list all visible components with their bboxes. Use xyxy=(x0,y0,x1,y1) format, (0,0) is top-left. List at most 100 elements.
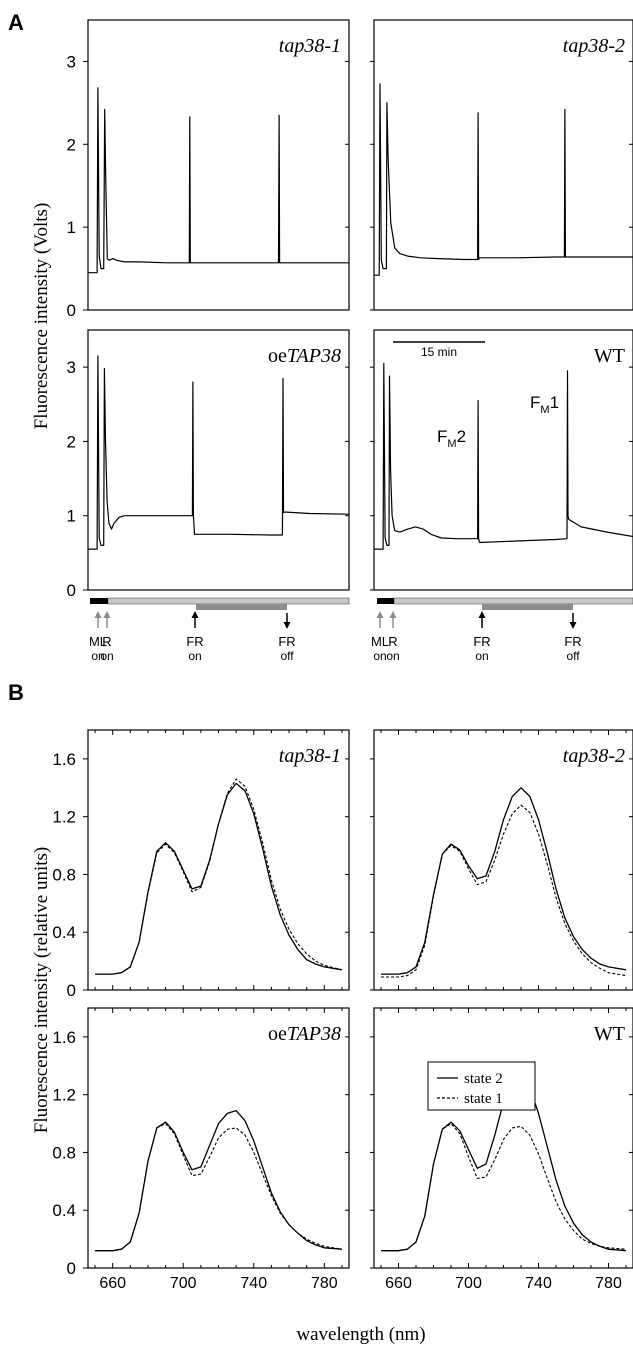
plot-frame xyxy=(373,1007,633,1269)
y-tick-label: 0.4 xyxy=(52,923,76,942)
fluorescence-trace xyxy=(374,362,633,550)
y-tick-label: 1.2 xyxy=(52,808,76,827)
panel-b-ylabel: Fluorescence intensity (relative units) xyxy=(31,847,52,1134)
panel-b-xlabel: wavelength (nm) xyxy=(296,1324,425,1345)
far-red-bar xyxy=(482,604,573,610)
legend-state1: state 1 xyxy=(464,1091,503,1107)
fm1-main: F xyxy=(530,393,540,412)
y-tick-label: 0.8 xyxy=(52,865,76,884)
x-tick-label: 740 xyxy=(525,1275,552,1292)
chart-panel-4: WT xyxy=(370,329,633,591)
panel-title: oeTAP38 xyxy=(268,1023,341,1045)
panel-title-italic: tap38-2 xyxy=(563,745,625,767)
red-light-bar xyxy=(107,597,350,605)
panel-title-italic: tap38-1 xyxy=(279,35,341,57)
event-label-top: FR xyxy=(564,634,581,649)
panel-a-letter: A xyxy=(8,10,24,35)
series-state-2 xyxy=(95,782,343,975)
chart-panel-3: 0 1 2 3 oeTAP38 xyxy=(67,329,350,600)
dark-bar xyxy=(90,598,108,604)
panel-title-prefix: oe xyxy=(268,345,287,367)
panel-title: WT xyxy=(594,1023,625,1045)
arrowhead-up-icon xyxy=(376,611,384,618)
chart-panel-2: tap38-2 xyxy=(370,19,633,311)
panel-title-italic: tap38-2 xyxy=(563,35,625,57)
y-tick-label: 3 xyxy=(67,358,76,377)
chart-panel-8: 660 700 740 780 WT xyxy=(370,1007,633,1292)
event-label-top: ML xyxy=(371,634,389,649)
event-label-top: R xyxy=(388,634,397,649)
arrowhead-down-icon xyxy=(283,622,291,629)
y-tick-label: 1 xyxy=(67,218,76,237)
plot-frame xyxy=(373,19,633,311)
plot-frame xyxy=(373,329,633,591)
y-tick-label: 2 xyxy=(67,432,76,451)
panel-title-italic: TAP38 xyxy=(287,345,341,367)
fm1-num: 1 xyxy=(550,393,559,412)
event-label-bottom: on xyxy=(100,649,113,663)
x-tick-label: 780 xyxy=(595,1275,622,1292)
panel-title: tap38-1 xyxy=(279,35,341,57)
svg-text:FM2: FM2 xyxy=(437,427,466,450)
event-label-bottom: on xyxy=(386,649,399,663)
event-label-bottom: on xyxy=(373,649,386,663)
y-tick-label: 0 xyxy=(67,301,76,320)
fm1-sub: M xyxy=(540,404,549,416)
y-tick-label: 0 xyxy=(67,1259,76,1278)
event-label-bottom: off xyxy=(280,649,294,663)
x-tick-label: 700 xyxy=(455,1275,482,1292)
far-red-bar xyxy=(196,604,287,610)
panel-title: WT xyxy=(594,345,625,367)
y-tick-label: 1 xyxy=(67,507,76,526)
event-label-top: FR xyxy=(186,634,203,649)
fm2-sub: M xyxy=(447,438,456,450)
dark-bar xyxy=(377,598,394,604)
event-label-bottom: on xyxy=(188,649,201,663)
y-tick-label: 1.6 xyxy=(52,1028,76,1047)
red-light-bar xyxy=(393,597,633,605)
fluorescence-trace xyxy=(88,355,350,550)
y-tick-label: 0 xyxy=(67,581,76,600)
series-state-1 xyxy=(95,1123,342,1252)
panel-title: tap38-1 xyxy=(279,745,341,767)
chart-panels: 0 1 2 3 tap38-1 tap38-2 0 1 2 3 oeTAP38 WT 0 0.4 0.8 1.… xyxy=(52,19,633,1292)
y-tick-label: 0.8 xyxy=(52,1143,76,1162)
chart-panel-1: 0 1 2 3 tap38-1 xyxy=(67,19,350,320)
scale-bar: 15 min xyxy=(393,341,485,359)
arrowhead-up-icon xyxy=(478,611,486,618)
event-r-on: Ron xyxy=(100,611,114,663)
legend-box xyxy=(427,1061,536,1111)
panel-title-italic: tap38-1 xyxy=(279,745,341,767)
panel-title: tap38-2 xyxy=(563,35,625,57)
panel-title-prefix: WT xyxy=(594,1023,625,1045)
chart-panel-7: 0 0.4 0.8 1.2 1.6 660 700 740 780 oeTAP38 xyxy=(52,1007,350,1292)
y-tick-label: 3 xyxy=(67,52,76,71)
plot-frame xyxy=(87,729,350,991)
event-label-top: FR xyxy=(473,634,490,649)
panel-b-letter: B xyxy=(8,680,24,705)
series-state-1 xyxy=(381,1123,627,1252)
event-label-bottom: on xyxy=(91,649,104,663)
fm2-main: F xyxy=(437,427,447,446)
panel-title-prefix: WT xyxy=(594,345,625,367)
fm2-label: FM2 xyxy=(437,427,466,450)
plot-frame xyxy=(87,1007,350,1269)
series-state-2 xyxy=(95,1109,342,1252)
panel-title: tap38-2 xyxy=(563,745,625,767)
plot-frame xyxy=(87,19,350,311)
arrowhead-up-icon xyxy=(94,611,102,618)
y-tick-label: 2 xyxy=(67,135,76,154)
arrowhead-down-icon xyxy=(569,622,577,629)
series-state-2 xyxy=(381,787,627,975)
event-label-bottom: on xyxy=(475,649,488,663)
fm1-label: FM1 xyxy=(530,393,559,416)
arrowhead-up-icon xyxy=(103,611,111,618)
chart-panel-5: 0 0.4 0.8 1.2 1.6 tap38-1 xyxy=(52,729,350,1000)
